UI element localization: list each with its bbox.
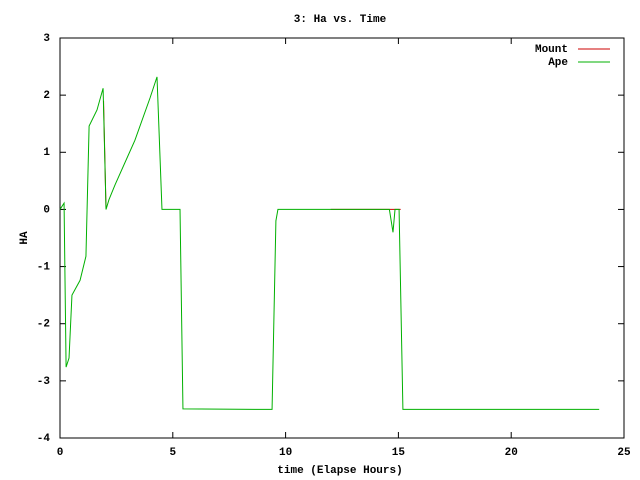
- x-tick-label: 10: [279, 447, 292, 459]
- plot-border: [59, 37, 625, 439]
- x-tick-label: 0: [57, 447, 64, 459]
- y-tick-label: -4: [37, 433, 51, 445]
- y-axis-label: HA: [19, 231, 31, 245]
- y-tick-label: 0: [43, 204, 50, 216]
- y-tick-label: 1: [43, 147, 50, 159]
- y-tick-label: -1: [37, 261, 51, 273]
- x-tick-label: 5: [169, 447, 176, 459]
- y-tick-label: -3: [37, 376, 51, 388]
- legend-label: Ape: [548, 57, 568, 69]
- x-tick-label: 15: [392, 447, 406, 459]
- legend-label: Mount: [535, 44, 568, 56]
- series-line: [103, 100, 401, 210]
- x-tick-label: 20: [505, 447, 518, 459]
- x-tick-label: 25: [617, 447, 631, 459]
- y-tick-label: 3: [43, 33, 50, 45]
- chart-title: 3: Ha vs. Time: [294, 14, 387, 26]
- series-line: [59, 76, 600, 410]
- x-axis-label: time (Elapse Hours): [277, 465, 402, 477]
- y-tick-label: 2: [43, 90, 50, 102]
- y-tick-label: -2: [37, 319, 50, 331]
